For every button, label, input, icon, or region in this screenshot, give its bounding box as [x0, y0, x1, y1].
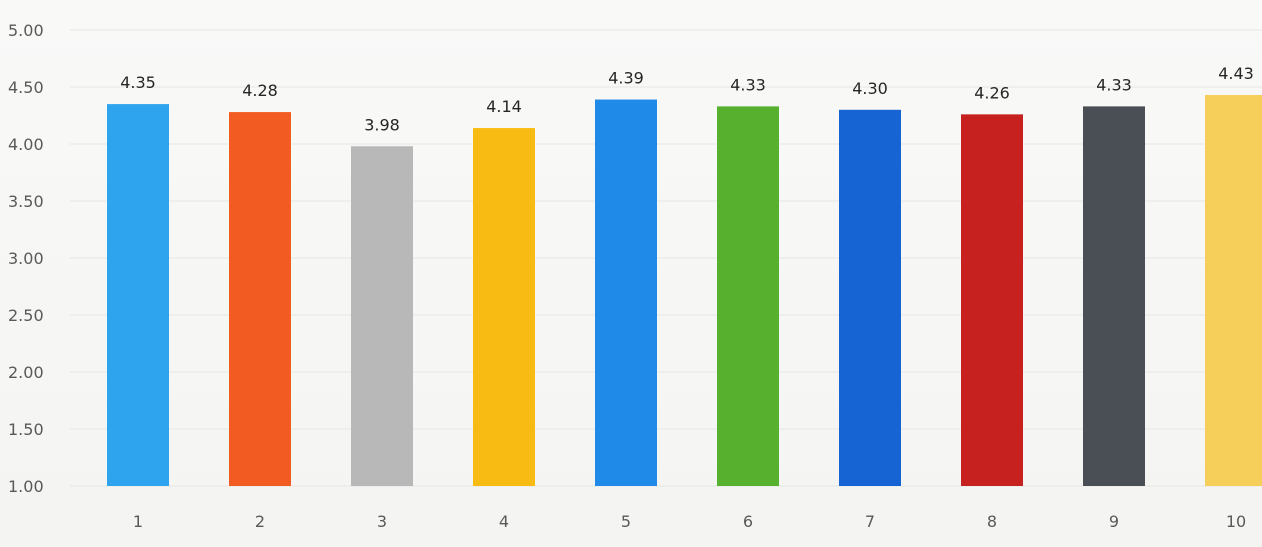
data-label-2: 4.28 [242, 81, 278, 100]
bar-8 [961, 114, 1023, 486]
x-tick-label-2: 2 [255, 512, 265, 531]
data-label-7: 4.30 [852, 79, 888, 98]
x-tick-label-6: 6 [743, 512, 753, 531]
bar-4 [473, 128, 535, 486]
data-label-6: 4.33 [730, 75, 766, 94]
bar-1 [107, 104, 169, 486]
y-tick-label: 3.50 [8, 192, 44, 211]
bar-7 [839, 110, 901, 486]
x-tick-label-5: 5 [621, 512, 631, 531]
data-label-1: 4.35 [120, 73, 156, 92]
y-tick-label: 2.50 [8, 306, 44, 325]
y-axis: 1.00 1.50 2.00 2.50 3.00 3.50 4.00 4.50 5.00 [8, 21, 44, 496]
bar-3 [351, 146, 413, 486]
y-tick-label: 5.00 [8, 21, 44, 40]
y-tick-label: 4.50 [8, 78, 44, 97]
x-tick-label-9: 9 [1109, 512, 1119, 531]
bar-9 [1083, 106, 1145, 486]
y-tick-label: 1.00 [8, 477, 44, 496]
y-tick-label: 4.00 [8, 135, 44, 154]
x-tick-label-10: 10 [1226, 512, 1246, 531]
data-label-10: 4.43 [1218, 64, 1254, 83]
bar-2 [229, 112, 291, 486]
bar-6 [717, 106, 779, 486]
data-label-4: 4.14 [486, 97, 522, 116]
x-tick-label-1: 1 [133, 512, 143, 531]
bar-5 [595, 100, 657, 486]
x-axis: 1 2 3 4 5 6 7 8 9 10 [133, 512, 1246, 531]
y-tick-label: 2.00 [8, 363, 44, 382]
y-tick-label: 1.50 [8, 420, 44, 439]
y-tick-label: 3.00 [8, 249, 44, 268]
x-tick-label-7: 7 [865, 512, 875, 531]
data-label-9: 4.33 [1096, 75, 1132, 94]
bar-10 [1205, 95, 1262, 486]
x-tick-label-3: 3 [377, 512, 387, 531]
bars [107, 95, 1262, 486]
data-label-3: 3.98 [364, 115, 400, 134]
data-label-8: 4.26 [974, 83, 1010, 102]
data-label-5: 4.39 [608, 69, 644, 88]
x-tick-label-8: 8 [987, 512, 997, 531]
x-tick-label-4: 4 [499, 512, 509, 531]
